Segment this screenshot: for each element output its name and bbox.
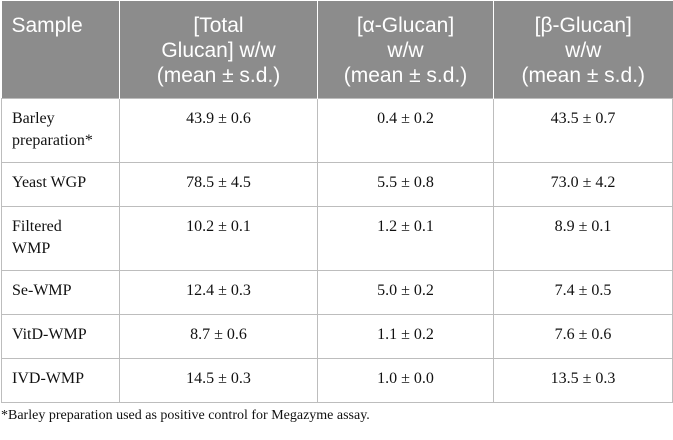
alpha-glucan-cell: 1.2 ± 0.1 [317,206,494,271]
table-row: Yeast WGP 78.5 ± 4.5 5.5 ± 0.8 73.0 ± 4.… [1,162,673,207]
alpha-glucan-cell: 1.0 ± 0.0 [317,358,494,403]
sample-cell: Yeast WGP [1,162,120,207]
table-row: IVD-WMP 14.5 ± 0.3 1.0 ± 0.0 13.5 ± 0.3 [1,358,673,403]
beta-glucan-cell: 7.6 ± 0.6 [493,314,673,359]
table-row: Se-WMP 12.4 ± 0.3 5.0 ± 0.2 7.4 ± 0.5 [1,270,673,315]
header-beta-line-1: [β-Glucan] [534,14,632,37]
beta-glucan-cell: 43.5 ± 0.7 [493,98,673,163]
header-total-glucan: [Total Glucan] w/w (mean ± s.d.) [119,1,318,99]
total-glucan-cell: 12.4 ± 0.3 [119,270,318,315]
total-glucan-cell: 43.9 ± 0.6 [119,98,318,163]
beta-glucan-cell: 13.5 ± 0.3 [493,358,673,403]
alpha-glucan-cell: 5.5 ± 0.8 [317,162,494,207]
header-total-line-1: [Total [193,14,244,37]
header-sample: Sample [1,1,120,99]
header-beta-line-3: (mean ± s.d.) [521,64,646,87]
sample-cell: Se-WMP [1,270,120,315]
header-alpha-glucan: [α-Glucan] w/w (mean ± s.d.) [317,1,494,99]
sample-line: Se-WMP [12,282,72,299]
table-row: Filtered WMP 10.2 ± 0.1 1.2 ± 0.1 8.9 ± … [1,206,673,271]
alpha-glucan-cell: 0.4 ± 0.2 [317,98,494,163]
glucan-table-container: Sample [Total Glucan] w/w (mean ± s.d.) … [1,1,673,403]
header-alpha-line-3: (mean ± s.d.) [343,64,468,87]
header-beta-line-2: w/w [565,39,602,62]
sample-line: IVD-WMP [12,370,84,387]
sample-cell: IVD-WMP [1,358,120,403]
header-row: Sample [Total Glucan] w/w (mean ± s.d.) … [1,1,673,99]
sample-line: Barley [12,110,55,127]
beta-glucan-cell: 73.0 ± 4.2 [493,162,673,207]
sample-line: VitD-WMP [12,326,87,343]
header-alpha-line-1: [α-Glucan] [356,14,455,37]
total-glucan-cell: 78.5 ± 4.5 [119,162,318,207]
sample-line: WMP [12,240,51,257]
alpha-glucan-cell: 5.0 ± 0.2 [317,270,494,315]
glucan-table: Sample [Total Glucan] w/w (mean ± s.d.) … [1,1,673,403]
header-total-line-3: (mean ± s.d.) [156,64,281,87]
table-row: Barley preparation* 43.9 ± 0.6 0.4 ± 0.2… [1,98,673,163]
sample-cell: VitD-WMP [1,314,120,359]
table-row: VitD-WMP 8.7 ± 0.6 1.1 ± 0.2 7.6 ± 0.6 [1,314,673,359]
beta-glucan-cell: 7.4 ± 0.5 [493,270,673,315]
total-glucan-cell: 8.7 ± 0.6 [119,314,318,359]
sample-cell: Barley preparation* [1,98,120,163]
header-sample-line: Sample [11,14,83,37]
header-alpha-line-2: w/w [387,39,424,62]
table-footnote: *Barley preparation used as positive con… [1,408,370,423]
sample-line: Filtered [12,218,62,235]
sample-cell: Filtered WMP [1,206,120,271]
beta-glucan-cell: 8.9 ± 0.1 [493,206,673,271]
sample-line: Yeast WGP [12,174,87,191]
sample-line: preparation* [12,132,93,149]
alpha-glucan-cell: 1.1 ± 0.2 [317,314,494,359]
header-beta-glucan: [β-Glucan] w/w (mean ± s.d.) [493,1,673,99]
header-total-line-2: Glucan] w/w [161,39,276,62]
total-glucan-cell: 14.5 ± 0.3 [119,358,318,403]
total-glucan-cell: 10.2 ± 0.1 [119,206,318,271]
